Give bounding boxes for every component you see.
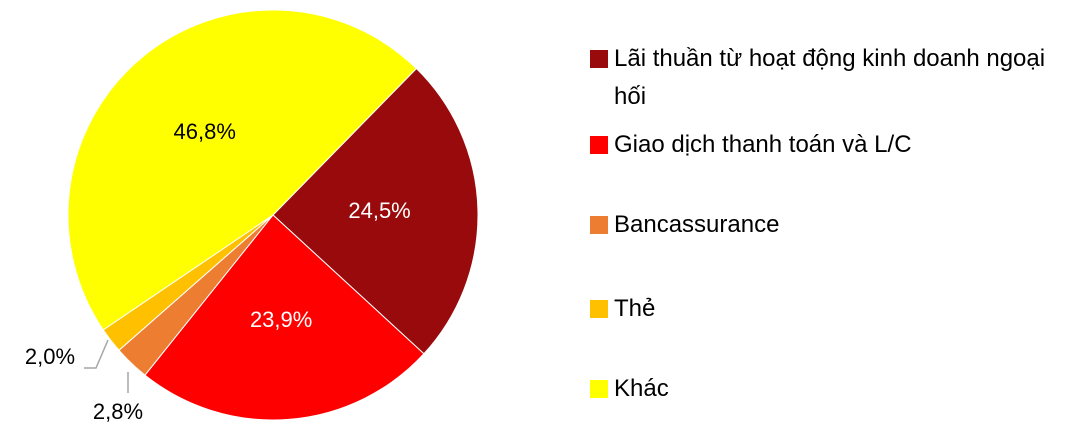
chart: 24,5% 23,9% 2,8% 2,0% 46,8% xyxy=(25,9,479,424)
legend-item: Lãi thuần từ hoạt động kinh doanh ngoại … xyxy=(590,40,1060,116)
legend-swatch xyxy=(590,300,608,318)
pie-slice xyxy=(67,9,418,331)
legend-label: Bancassurance xyxy=(614,211,780,238)
data-label: 23,9% xyxy=(250,307,312,332)
data-label: 2,0% xyxy=(25,344,75,369)
pie-slice xyxy=(272,67,479,355)
legend-item: Thẻ xyxy=(590,290,1060,328)
data-label: 2,8% xyxy=(93,399,143,424)
legend-label: Thẻ xyxy=(614,295,656,322)
legend-item: Khác xyxy=(590,370,1060,408)
data-label: 24,5% xyxy=(348,198,410,223)
legend-label: Khác xyxy=(614,375,669,402)
legend-swatch xyxy=(590,216,608,234)
legend-label: Lãi thuần từ hoạt động kinh doanh ngoại … xyxy=(614,45,1046,110)
legend-swatch xyxy=(590,136,608,154)
leader-line xyxy=(84,339,109,369)
legend-item: Bancassurance xyxy=(590,206,1060,244)
legend-label: Giao dịch thanh toán và L/C xyxy=(614,131,912,158)
legend-swatch xyxy=(590,50,608,68)
data-label: 46,8% xyxy=(174,119,236,144)
legend-swatch xyxy=(590,380,608,398)
legend-item: Giao dịch thanh toán và L/C xyxy=(590,126,1060,164)
pie-slice xyxy=(144,214,425,421)
